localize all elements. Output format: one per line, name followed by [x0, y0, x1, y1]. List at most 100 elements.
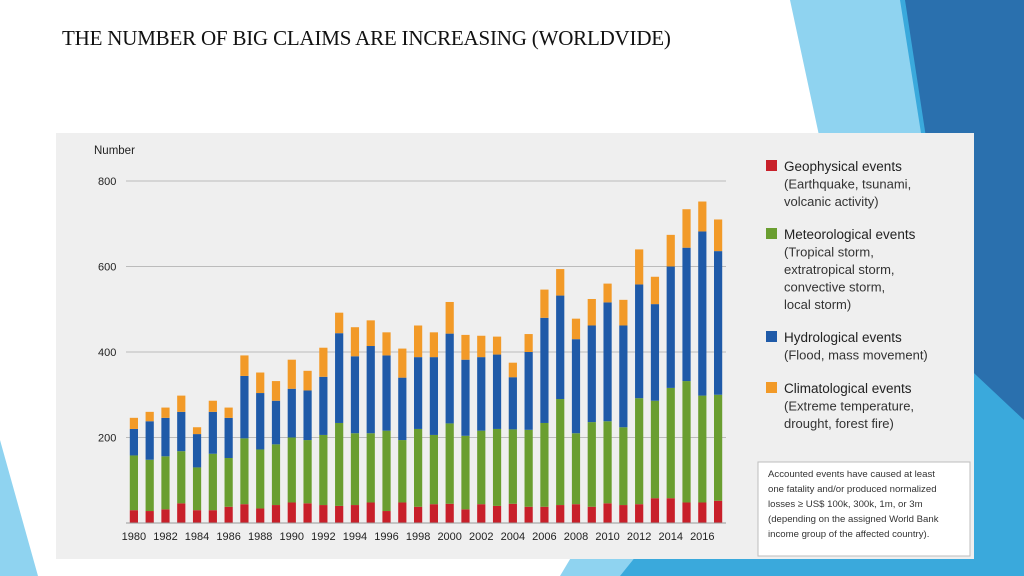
slide-title: THE NUMBER OF BIG CLAIMS ARE INCREASING …: [62, 26, 671, 50]
legend-title-climatological: Climatological events: [784, 381, 912, 396]
bar-meteorological-2015: [682, 381, 691, 503]
bar-geophysical-1995: [366, 502, 375, 523]
bar-geophysical-2008: [571, 504, 581, 523]
bar-meteorological-2009: [587, 422, 596, 507]
bar-geophysical-2002: [477, 504, 486, 523]
bar-geophysical-2006: [540, 506, 549, 523]
bar-meteorological-1993: [335, 422, 344, 506]
bar-climatological-1988: [256, 372, 265, 394]
bar-geophysical-2016: [698, 502, 707, 523]
legend-detail-hydrological: (Flood, mass movement): [784, 348, 928, 363]
bar-geophysical-1980: [129, 510, 138, 523]
bar-meteorological-2014: [666, 387, 675, 499]
bar-geophysical-1989: [271, 505, 281, 523]
bar-meteorological-2010: [603, 421, 612, 504]
bar-geophysical-1993: [335, 505, 344, 523]
bar-climatological-2015: [682, 209, 691, 248]
x-tick-label: 1984: [185, 531, 209, 543]
x-tick-label: 2004: [501, 531, 525, 543]
bar-climatological-1999: [429, 332, 438, 358]
bar-hydrological-2011: [619, 325, 628, 428]
bar-climatological-2011: [619, 299, 628, 326]
legend-detail-meteorological: local storm): [784, 297, 851, 312]
bar-meteorological-2003: [492, 428, 502, 506]
x-tick-label: 2000: [437, 531, 461, 543]
bar-hydrological-2008: [571, 339, 581, 434]
note-box-group: Accounted events have caused at least one…: [757, 461, 971, 557]
bar-climatological-1993: [335, 312, 344, 334]
bar-geophysical-1999: [429, 504, 438, 523]
bar-meteorological-1994: [350, 433, 360, 506]
legend-swatch-climatological: [766, 382, 777, 393]
bar-hydrological-2005: [524, 352, 533, 430]
bar-geophysical-1983: [177, 503, 186, 523]
bar-hydrological-2004: [508, 377, 517, 430]
bar-meteorological-2011: [619, 427, 628, 506]
bar-hydrological-1981: [145, 421, 154, 460]
bar-climatological-1997: [398, 348, 407, 378]
bar-geophysical-2007: [556, 505, 565, 523]
bar-geophysical-2013: [650, 498, 660, 523]
bar-climatological-2003: [492, 336, 502, 355]
x-tick-label: 1996: [374, 531, 398, 543]
bar-climatological-2012: [635, 249, 644, 285]
bar-hydrological-2012: [635, 284, 644, 399]
bar-climatological-2004: [508, 362, 517, 378]
x-tick-label: 2010: [595, 531, 619, 543]
legend-detail-geophysical: (Earthquake, tsunami,: [784, 177, 911, 192]
bar-climatological-2002: [477, 335, 486, 358]
bar-geophysical-1986: [224, 506, 233, 523]
bar-geophysical-1988: [256, 508, 265, 523]
y-tick-label: 800: [98, 176, 116, 188]
bar-climatological-1986: [224, 407, 233, 418]
bar-hydrological-1997: [398, 377, 407, 441]
bar-climatological-1995: [366, 320, 375, 347]
bar-meteorological-1988: [256, 449, 265, 509]
chart-panel: 200 400 600 800 1980 1982 1984 1986 1988 1990 1992…: [56, 133, 974, 559]
bar-hydrological-1987: [240, 375, 249, 439]
legend-detail-meteorological: extratropical storm,: [784, 262, 895, 277]
bar-geophysical-2005: [524, 506, 533, 523]
bar-meteorological-2008: [571, 433, 581, 505]
bar-climatological-1992: [319, 347, 328, 377]
note-line: income group of the affected country).: [768, 529, 929, 540]
bar-meteorological-1980: [129, 455, 138, 511]
bar-meteorological-2002: [477, 430, 486, 505]
y-tick-label: 400: [98, 347, 116, 359]
bar-meteorological-2000: [445, 423, 454, 504]
bar-climatological-1984: [192, 427, 202, 435]
x-tick-label: 2008: [564, 531, 588, 543]
bar-climatological-2013: [650, 276, 660, 305]
bar-geophysical-2017: [714, 500, 723, 523]
legend-swatch-meteorological: [766, 228, 777, 239]
bar-hydrological-2017: [714, 251, 723, 395]
bar-hydrological-1990: [287, 388, 296, 438]
bar-climatological-2001: [461, 334, 470, 360]
bar-climatological-1985: [208, 400, 217, 412]
x-tick-label: 1986: [216, 531, 240, 543]
bar-geophysical-2000: [445, 503, 454, 523]
legend: Geophysical events (Earthquake, tsunami, v…: [766, 159, 928, 431]
legend-swatch-geophysical: [766, 160, 777, 171]
bar-hydrological-1983: [177, 411, 186, 452]
legend-detail-geophysical: volcanic activity): [784, 194, 879, 209]
bar-meteorological-2012: [635, 398, 644, 505]
axis-layer: 200 400 600 800 1980 1982 1984 1986 1988 1990 1992…: [98, 176, 726, 543]
bar-climatological-2010: [603, 283, 612, 303]
bar-hydrological-1992: [319, 376, 328, 435]
y-tick-label: 600: [98, 262, 116, 274]
bar-meteorological-1991: [303, 440, 312, 504]
bar-hydrological-1995: [366, 346, 375, 434]
y-axis-unit-label: Number: [94, 145, 135, 157]
bar-geophysical-1981: [145, 511, 154, 523]
bar-climatological-1982: [161, 407, 170, 418]
bar-meteorological-2017: [714, 394, 723, 501]
bar-meteorological-2007: [556, 399, 565, 506]
note-text-group: Accounted events have caused at least one…: [768, 469, 939, 540]
bar-hydrological-1988: [256, 393, 265, 450]
x-tick-label: 1990: [280, 531, 304, 543]
bar-hydrological-1982: [161, 417, 170, 457]
bar-meteorological-1989: [271, 444, 281, 506]
bar-climatological-1990: [287, 359, 296, 389]
bar-hydrological-2001: [461, 359, 470, 436]
